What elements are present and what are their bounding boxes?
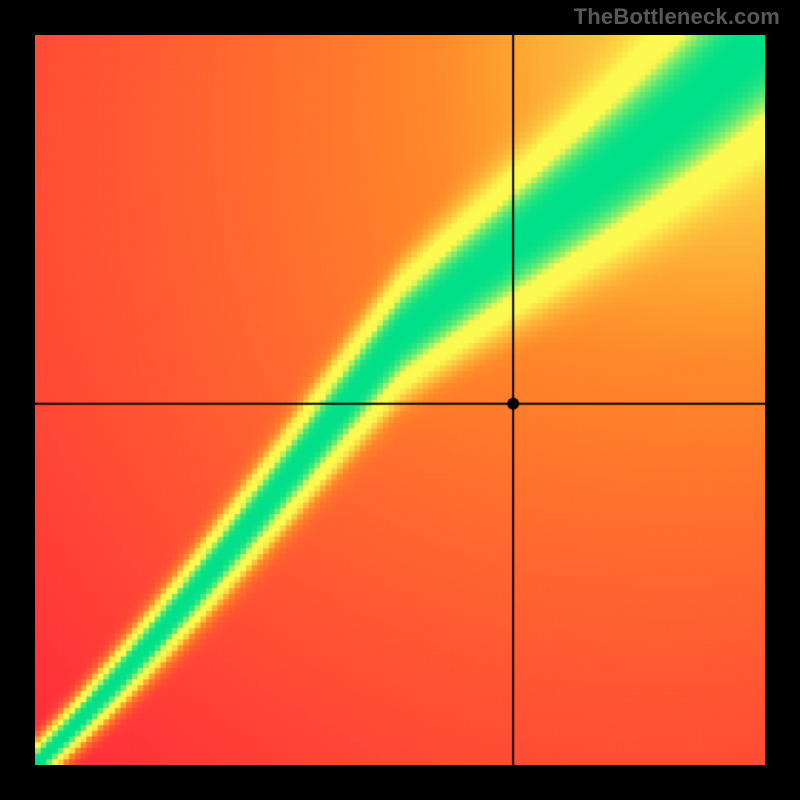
watermark-text: TheBottleneck.com [574, 4, 780, 30]
chart-container: { "watermark": { "text": "TheBottleneck.… [0, 0, 800, 800]
bottleneck-heatmap [35, 35, 765, 765]
